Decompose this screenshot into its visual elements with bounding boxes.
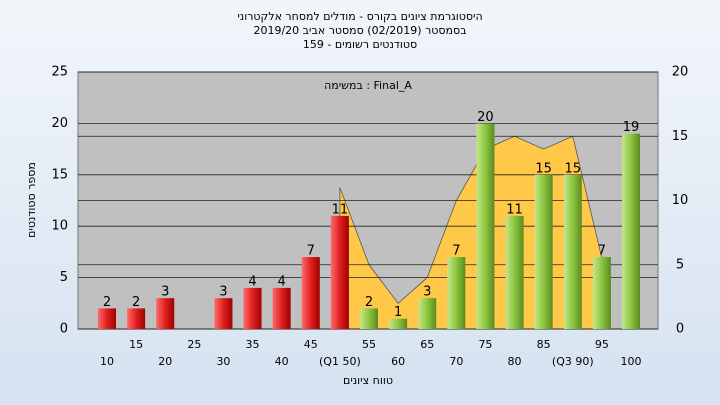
bar xyxy=(156,298,175,329)
x-tick-label: 15 xyxy=(129,338,143,351)
bar xyxy=(563,174,582,329)
y-tick-label: 15 xyxy=(51,167,68,182)
bar xyxy=(243,287,262,329)
y-tick-label: 25 xyxy=(51,65,68,80)
data-label: 1 xyxy=(394,305,402,320)
data-label: 11 xyxy=(506,202,523,217)
x-tick-label: 70 xyxy=(449,355,463,368)
x-tick-label: 40 xyxy=(275,355,289,368)
data-label: 2 xyxy=(365,295,373,310)
y2-tick-label: 0 xyxy=(676,322,684,337)
data-label: 7 xyxy=(452,244,460,259)
x-tick-label: 75 xyxy=(478,338,492,351)
bar xyxy=(214,298,233,329)
y-tick-label: 20 xyxy=(51,116,68,131)
bar xyxy=(272,287,291,329)
x-tick-label: 65 xyxy=(420,338,434,351)
bar xyxy=(389,318,408,329)
data-label: 3 xyxy=(161,285,169,300)
y2-tick-label: 20 xyxy=(672,65,689,80)
x-tick-label: 35 xyxy=(246,338,260,351)
data-label: 15 xyxy=(535,161,552,176)
x-tick-label: 100 xyxy=(621,355,642,368)
annotation: במשימה : Final_A xyxy=(324,79,412,92)
y-tick-label: 5 xyxy=(60,270,68,285)
y2-tick-label: 10 xyxy=(672,193,689,208)
y2-tick-label: 5 xyxy=(676,257,684,272)
chart-subtitle: סטודנטים רשומים - 159 xyxy=(303,38,417,51)
x-tick-label: 10 xyxy=(100,355,114,368)
data-label: 2 xyxy=(103,295,111,310)
bar xyxy=(330,215,349,329)
data-label: 19 xyxy=(623,120,640,135)
data-label: 4 xyxy=(248,274,256,289)
data-label: 4 xyxy=(278,274,286,289)
x-tick-label: (Q3 90) xyxy=(552,355,594,368)
data-label: 20 xyxy=(477,110,494,125)
x-tick-label: 85 xyxy=(537,338,551,351)
x-axis-label: טווח ציונים xyxy=(343,374,393,387)
data-label: 7 xyxy=(307,244,315,259)
y2-tick-label: 15 xyxy=(672,129,689,144)
x-tick-label: 20 xyxy=(158,355,172,368)
x-tick-label: 60 xyxy=(391,355,405,368)
x-tick-label: 45 xyxy=(304,338,318,351)
data-label: 3 xyxy=(423,285,431,300)
x-tick-label: 80 xyxy=(508,355,522,368)
x-tick-label: 25 xyxy=(187,338,201,351)
bar xyxy=(592,257,611,329)
bar xyxy=(622,133,640,329)
data-label: 11 xyxy=(332,202,349,217)
y-axis-label: מספר סטודנטים xyxy=(25,162,38,238)
bar xyxy=(127,308,146,329)
x-tick-label: 55 xyxy=(362,338,376,351)
x-tick-label: (Q1 50) xyxy=(319,355,361,368)
data-label: 7 xyxy=(598,244,606,259)
data-label: 15 xyxy=(565,161,582,176)
x-tick-label: 30 xyxy=(216,355,230,368)
data-label: 2 xyxy=(132,295,140,310)
bar xyxy=(360,308,378,329)
bar xyxy=(534,174,553,329)
bar xyxy=(447,257,466,329)
chart-subtitle: בסמסטר (02/2019) סמסטר אביב 2019/20 xyxy=(253,24,466,37)
y-tick-label: 0 xyxy=(60,322,68,337)
bar xyxy=(98,308,116,329)
bar xyxy=(301,257,320,329)
y-tick-label: 10 xyxy=(51,219,68,234)
chart-title: היסטוגרמת ציונים בקורס - מודלים למסחר אל… xyxy=(237,10,482,23)
bar xyxy=(476,123,495,330)
bar xyxy=(505,215,524,329)
x-tick-label: 95 xyxy=(595,338,609,351)
bar xyxy=(418,298,437,329)
data-label: 3 xyxy=(219,285,227,300)
